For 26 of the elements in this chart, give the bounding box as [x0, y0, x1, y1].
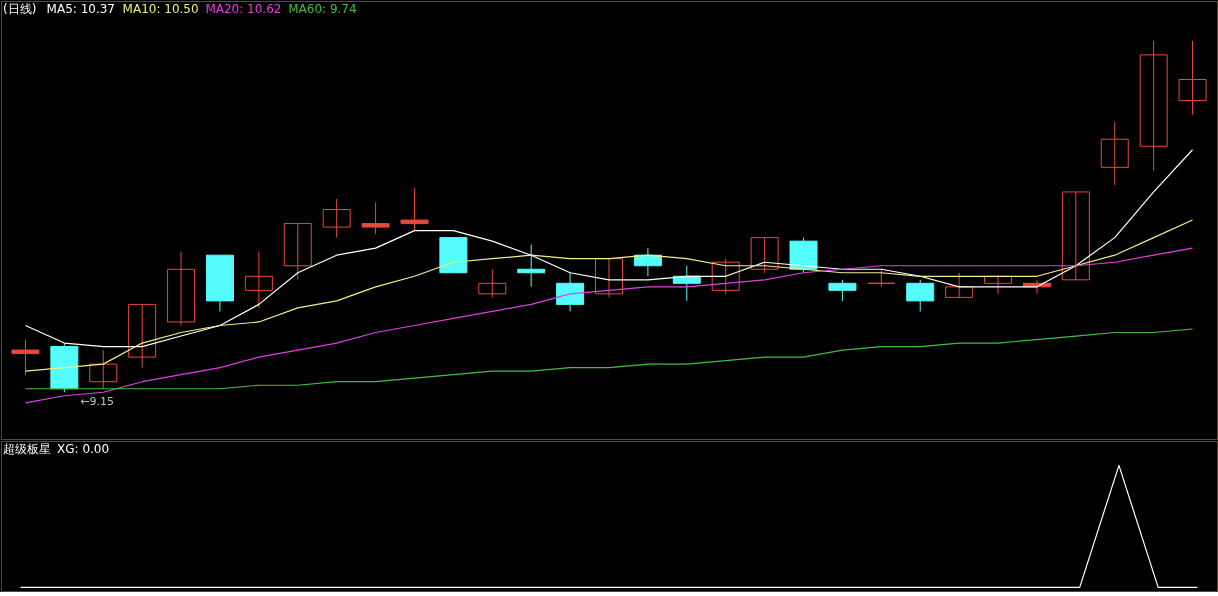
candlestick — [1178, 40, 1207, 116]
candlestick — [711, 258, 740, 295]
candlestick — [11, 339, 40, 376]
candlestick — [595, 258, 623, 298]
chart-title: 超级板星 — [3, 442, 51, 456]
candlestick — [1139, 40, 1168, 172]
candlestick — [283, 223, 312, 281]
candlestick — [1061, 191, 1090, 281]
candlestick — [1100, 121, 1129, 186]
text: XG: 0.00 — [57, 442, 110, 456]
chart-title: (日线) — [3, 2, 37, 16]
text: MA10: 10.50 — [122, 2, 199, 16]
candlestick — [167, 251, 196, 326]
candlestick — [322, 198, 351, 239]
text: ←9.15 — [80, 395, 115, 409]
candlestick — [128, 303, 157, 369]
text: MA60: 9.74 — [288, 2, 357, 16]
text: MA20: 10.62 — [205, 2, 282, 16]
candlestick — [89, 349, 118, 390]
text: MA5: 10.37 — [46, 2, 116, 16]
candlestick — [750, 237, 779, 274]
candlestick — [478, 268, 507, 298]
candlestick — [244, 251, 273, 309]
candlestick — [400, 187, 429, 232]
candlestick — [517, 244, 546, 288]
candlestick — [361, 201, 390, 235]
